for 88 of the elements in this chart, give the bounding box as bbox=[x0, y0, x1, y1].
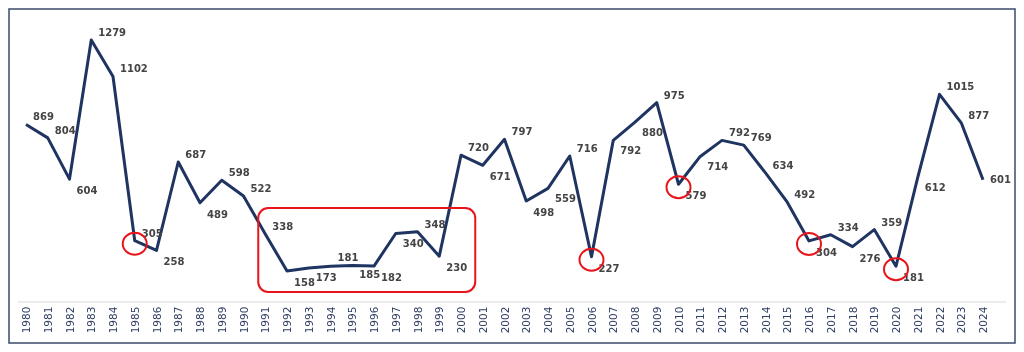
x-tick-label: 1993 bbox=[302, 306, 315, 334]
x-tick-label: 2016 bbox=[803, 306, 815, 334]
x-tick-label: 2022 bbox=[933, 306, 946, 334]
x-tick-label: 2006 bbox=[585, 306, 598, 334]
x-tick-label: 1998 bbox=[411, 306, 424, 334]
data-label: 492 bbox=[794, 189, 816, 201]
data-label: 1102 bbox=[120, 63, 148, 75]
data-label: 230 bbox=[446, 262, 468, 274]
data-label: 714 bbox=[707, 161, 729, 173]
x-tick-label: 1997 bbox=[389, 306, 402, 334]
data-label: 182 bbox=[381, 272, 402, 284]
x-tick-label: 2008 bbox=[629, 306, 641, 334]
x-tick-label: 2018 bbox=[846, 306, 859, 334]
data-label: 304 bbox=[816, 246, 837, 258]
x-tick-label: 2023 bbox=[955, 306, 968, 334]
data-label: 338 bbox=[272, 220, 294, 232]
x-tick-label: 2010 bbox=[672, 306, 685, 334]
data-label: 604 bbox=[76, 185, 98, 197]
data-label: 720 bbox=[468, 142, 489, 154]
x-tick-label: 2017 bbox=[824, 306, 837, 334]
x-tick-label: 2015 bbox=[781, 306, 794, 334]
data-label: 1279 bbox=[98, 27, 127, 38]
data-label: 877 bbox=[968, 109, 990, 121]
data-label: 598 bbox=[228, 167, 250, 179]
data-label: 612 bbox=[924, 182, 946, 194]
data-label: 880 bbox=[642, 127, 663, 139]
x-tick-label: 2014 bbox=[759, 306, 772, 334]
data-label: 601 bbox=[990, 173, 1011, 185]
x-tick-label: 1981 bbox=[41, 306, 54, 334]
x-tick-label: 2020 bbox=[890, 306, 902, 334]
x-tick-label: 2007 bbox=[607, 306, 620, 334]
x-tick-label: 1999 bbox=[433, 306, 446, 334]
data-label: 227 bbox=[598, 262, 620, 274]
data-label: 804 bbox=[54, 124, 76, 136]
x-tick-label: 1985 bbox=[128, 306, 141, 334]
data-label: 158 bbox=[294, 277, 315, 288]
x-tick-label: 1987 bbox=[172, 306, 185, 334]
x-tick-label: 1995 bbox=[346, 306, 359, 334]
data-label: 359 bbox=[881, 216, 903, 228]
data-label: 185 bbox=[359, 269, 381, 281]
data-label: 340 bbox=[402, 238, 424, 250]
x-tick-label: 1994 bbox=[324, 306, 337, 334]
data-label: 671 bbox=[489, 171, 511, 183]
x-tick-label: 1991 bbox=[259, 306, 272, 334]
x-tick-label: 2002 bbox=[498, 306, 511, 334]
data-label: 559 bbox=[555, 193, 576, 205]
x-tick-label: 1990 bbox=[237, 306, 250, 334]
x-tick-label: 1986 bbox=[150, 306, 163, 334]
data-label: 579 bbox=[685, 190, 707, 202]
data-label: 173 bbox=[315, 271, 337, 283]
x-tick-label: 2024 bbox=[977, 306, 989, 334]
data-label: 498 bbox=[533, 206, 555, 218]
x-tick-label: 2012 bbox=[716, 306, 728, 334]
data-label: 348 bbox=[424, 218, 446, 230]
x-tick-label: 1989 bbox=[215, 306, 228, 334]
x-tick-label: 2009 bbox=[650, 306, 663, 334]
x-tick-label: 1983 bbox=[85, 306, 98, 334]
data-label: 687 bbox=[185, 148, 207, 160]
data-label: 634 bbox=[772, 159, 794, 171]
data-label: 869 bbox=[33, 111, 54, 123]
x-tick-label: 2001 bbox=[476, 306, 489, 334]
x-tick-label: 2000 bbox=[455, 306, 467, 334]
x-tick-label: 2013 bbox=[737, 306, 750, 334]
data-label: 334 bbox=[837, 221, 859, 233]
data-label: 1015 bbox=[946, 81, 975, 93]
data-label: 276 bbox=[859, 252, 881, 264]
data-label: 797 bbox=[511, 126, 533, 138]
data-label: 181 bbox=[337, 252, 359, 264]
x-tick-label: 2011 bbox=[694, 306, 707, 334]
x-tick-label: 1984 bbox=[107, 306, 119, 334]
x-tick-label: 2003 bbox=[520, 306, 533, 334]
x-tick-label: 2005 bbox=[563, 306, 576, 334]
data-label: 975 bbox=[663, 89, 685, 101]
x-tick-label: 1992 bbox=[281, 306, 293, 334]
data-label: 769 bbox=[750, 132, 772, 144]
data-label: 489 bbox=[207, 208, 228, 220]
x-tick-label: 1996 bbox=[368, 306, 380, 334]
data-label: 792 bbox=[620, 145, 642, 157]
data-label: 716 bbox=[576, 143, 598, 155]
x-tick-label: 2021 bbox=[911, 306, 924, 334]
data-label: 258 bbox=[163, 256, 185, 268]
x-tick-label: 1988 bbox=[194, 306, 206, 334]
x-tick-label: 1982 bbox=[63, 306, 76, 334]
data-label: 792 bbox=[729, 127, 750, 139]
x-tick-label: 1980 bbox=[20, 306, 32, 334]
x-tick-label: 2004 bbox=[542, 306, 554, 334]
x-tick-label: 2019 bbox=[868, 306, 881, 334]
data-label: 522 bbox=[250, 182, 272, 194]
